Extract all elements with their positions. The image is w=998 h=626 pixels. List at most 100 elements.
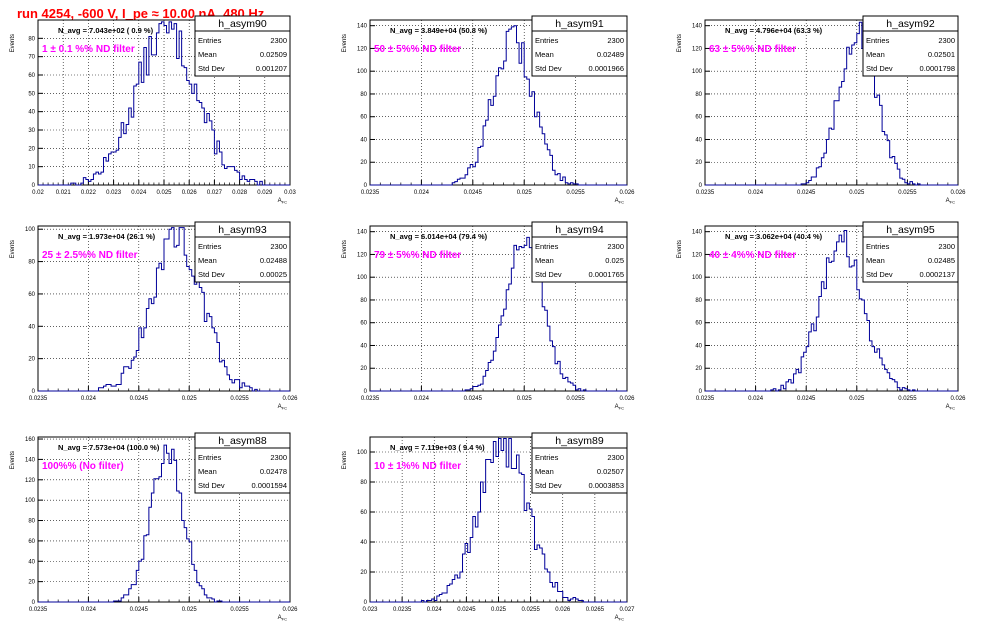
x-tick-label: 0.021 — [56, 190, 72, 196]
stats-value: 0.02489 — [597, 50, 624, 59]
histogram-series — [370, 25, 627, 186]
stats-key: Std Dev — [198, 64, 225, 73]
stats-value: 2300 — [270, 242, 287, 251]
stats-key: Entries — [535, 453, 559, 462]
nd-filter-label: 1 ± 0.1 %% ND filter — [42, 44, 135, 55]
y-tick-label: 20 — [28, 580, 35, 586]
x-tick-label: 0.03 — [284, 190, 296, 196]
x-tick-label: 0.024 — [748, 396, 764, 402]
stats-histo-name: h_asym90 — [218, 18, 267, 30]
x-tick-label: 0.0255 — [566, 190, 585, 196]
stats-box: h_asym95 Entries 2300 Mean 0.02485 Std Dev 0.0… — [862, 221, 959, 283]
x-tick-label: 0.026 — [555, 607, 571, 613]
stats-value: 0.02488 — [260, 256, 287, 265]
y-tick-label: 60 — [360, 321, 367, 327]
histogram-series — [38, 21, 290, 186]
stats-value: 0.0003853 — [589, 481, 624, 490]
x-tick-label: 0.024 — [131, 190, 147, 196]
plot-frame — [37, 436, 291, 603]
y-tick-label: 20 — [695, 366, 702, 372]
y-tick-label: 120 — [357, 252, 368, 258]
y-tick-label: 20 — [28, 146, 35, 152]
y-tick-label: 40 — [695, 137, 702, 143]
stats-histo-name: h_asym91 — [555, 18, 604, 30]
y-tick-label: 60 — [28, 539, 35, 545]
x-tick-label: 0.0255 — [521, 607, 540, 613]
stats-key: Entries — [198, 36, 222, 45]
stats-key: Entries — [198, 453, 222, 462]
stats-histo-name: h_asym92 — [886, 18, 935, 30]
y-tick-label: 50 — [28, 91, 35, 97]
y-tick-label: 40 — [360, 343, 367, 349]
y-axis-title: Events — [10, 34, 16, 52]
histogram-panel-h-asym92: 0.0235 0.024 0.0245 0.025 0.0255 0.026 0 20 40 60… — [677, 15, 966, 205]
y-tick-label: 0 — [32, 183, 36, 189]
x-tick-label: 0.025 — [517, 190, 533, 196]
y-tick-label: 20 — [695, 160, 702, 166]
stats-key: Mean — [198, 256, 217, 265]
y-tick-label: 0 — [364, 600, 368, 606]
y-tick-label: 20 — [360, 366, 367, 372]
y-tick-label: 120 — [357, 46, 368, 52]
x-axis-title: AFC — [278, 404, 287, 411]
x-tick-label: 0.023 — [106, 190, 122, 196]
x-axis-title: AFC — [946, 404, 955, 411]
x-tick-label: 0.0245 — [130, 396, 149, 402]
x-tick-label: 0.0255 — [230, 396, 249, 402]
stats-value: 0.0001966 — [589, 64, 624, 73]
stats-box-frame — [194, 432, 291, 494]
x-tick-label: 0.0245 — [797, 190, 816, 196]
y-tick-label: 100 — [357, 69, 368, 75]
y-tick-label: 0 — [364, 389, 368, 395]
histogram-series — [370, 438, 627, 603]
stats-value: 0.0001798 — [920, 64, 955, 73]
y-tick-label: 100 — [692, 275, 703, 281]
y-tick-label: 160 — [25, 437, 36, 443]
x-tick-label: 0.0235 — [361, 190, 380, 196]
stats-box: h_asym90 Entries 2300 Mean 0.02509 Std Dev 0.0… — [194, 15, 291, 77]
y-tick-label: 80 — [360, 298, 367, 304]
x-tick-label: 0.024 — [414, 396, 430, 402]
stats-value: 0.02501 — [928, 50, 955, 59]
stats-key: Entries — [535, 36, 559, 45]
x-tick-label: 0.024 — [414, 190, 430, 196]
stats-box: h_asym91 Entries 2300 Mean 0.02489 Std Dev 0.0… — [531, 15, 628, 77]
histogram-series — [370, 236, 627, 392]
y-axis-title: Events — [677, 34, 683, 52]
stats-box-frame — [862, 221, 959, 283]
stats-box: h_asym93 Entries 2300 Mean 0.02488 Std Dev 0.0… — [194, 221, 291, 283]
y-tick-label: 100 — [357, 450, 368, 456]
y-axis-title: Events — [342, 451, 348, 469]
x-tick-label: 0.0245 — [797, 396, 816, 402]
x-tick-label: 0.024 — [748, 190, 764, 196]
stats-box: h_asym89 Entries 2300 Mean 0.02507 Std Dev 0.0… — [531, 432, 628, 494]
y-tick-label: 80 — [695, 298, 702, 304]
stats-key: Mean — [866, 256, 885, 265]
y-tick-label: 40 — [28, 110, 35, 116]
histogram-panel-h-asym95: 0.0235 0.024 0.0245 0.025 0.0255 0.026 0 20 40 60… — [677, 221, 966, 411]
stats-box-frame — [531, 15, 628, 77]
x-axis-title: AFC — [278, 198, 287, 205]
y-tick-label: 60 — [360, 115, 367, 121]
histogram-series — [705, 21, 958, 186]
y-tick-label: 60 — [28, 73, 35, 79]
stats-value: 2300 — [938, 242, 955, 251]
x-tick-label: 0.026 — [950, 190, 966, 196]
x-tick-label: 0.0235 — [29, 396, 48, 402]
y-tick-label: 60 — [695, 321, 702, 327]
y-tick-label: 120 — [692, 252, 703, 258]
x-axis-title: AFC — [615, 198, 624, 205]
navg-label: N_avg = 7.573e+04 (100.0 %) — [58, 443, 160, 452]
y-tick-label: 100 — [25, 227, 36, 233]
x-tick-label: 0.023 — [362, 607, 378, 613]
stats-key: Std Dev — [535, 64, 562, 73]
stats-histo-name: h_asym88 — [218, 435, 267, 447]
stats-key: Mean — [535, 50, 554, 59]
nd-filter-label: 50 ± 5%% ND filter — [374, 44, 461, 55]
stats-value: 2300 — [938, 36, 955, 45]
x-tick-label: 0.024 — [81, 396, 97, 402]
stats-value: 0.025 — [605, 256, 624, 265]
stats-box-frame — [194, 15, 291, 77]
plot-frame — [369, 19, 628, 186]
x-tick-label: 0.0255 — [566, 396, 585, 402]
